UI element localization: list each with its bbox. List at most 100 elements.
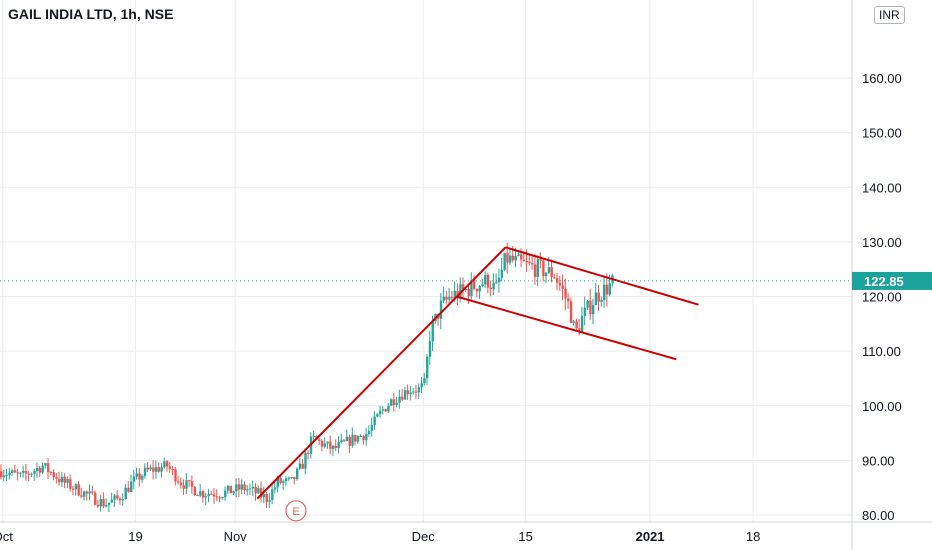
candle-body <box>190 481 194 487</box>
candle-body <box>345 436 349 441</box>
currency-badge[interactable]: INR <box>874 6 905 24</box>
candle-body <box>237 484 241 490</box>
candle-body <box>218 497 221 499</box>
candle-body <box>558 282 562 286</box>
candle-body <box>235 484 238 492</box>
candle-body <box>426 356 429 379</box>
candle-body <box>107 502 111 506</box>
candle-body <box>517 254 520 257</box>
candle-body <box>132 476 136 482</box>
candle-body <box>293 477 296 480</box>
candle-body <box>608 283 611 295</box>
trendline[interactable] <box>256 246 507 500</box>
price-tick-label: 120.00 <box>862 290 902 305</box>
candle-body <box>569 301 573 323</box>
trendline[interactable] <box>456 295 677 361</box>
candle-body <box>121 499 125 501</box>
candle-body <box>461 284 465 290</box>
candle-body <box>401 396 404 400</box>
candle-body <box>13 470 17 473</box>
time-tick-label: 2021 <box>636 529 665 544</box>
candle-body <box>113 495 116 500</box>
candle-body <box>484 274 487 285</box>
time-tick-label: 18 <box>746 529 760 544</box>
candle-body <box>489 287 493 290</box>
candle-body <box>44 463 47 466</box>
candle-body <box>146 467 150 470</box>
candle-body <box>362 436 365 441</box>
candle-body <box>38 468 42 473</box>
trendline[interactable] <box>505 246 699 306</box>
candle-body <box>439 300 443 319</box>
candle-body <box>47 463 50 473</box>
candle-body <box>193 486 197 496</box>
candle-body <box>240 484 244 490</box>
candle-body <box>82 491 86 497</box>
candle-body <box>343 440 346 442</box>
candle-body <box>11 470 14 473</box>
candle-body <box>320 440 324 447</box>
candle-body <box>572 321 576 323</box>
candle-body <box>307 452 310 454</box>
candle-body <box>500 269 504 278</box>
candle-body <box>591 305 595 315</box>
candle-body <box>41 465 44 473</box>
candle-body <box>268 500 271 502</box>
time-tick-label: Oct <box>0 529 13 544</box>
earnings-marker[interactable] <box>285 500 307 522</box>
candle-body <box>580 315 584 332</box>
candle-body <box>246 489 249 491</box>
candle-body <box>539 259 542 261</box>
candle-body <box>85 491 89 494</box>
candle-body <box>99 498 102 507</box>
candle-body <box>508 255 512 263</box>
candle-body <box>459 284 462 299</box>
candle-body <box>381 409 385 411</box>
candle-body <box>497 277 501 282</box>
candle-body <box>398 396 401 403</box>
candle-body <box>318 439 321 441</box>
candle-body <box>8 472 11 475</box>
candle-body <box>470 280 473 297</box>
candle-body <box>80 495 83 497</box>
candle-body <box>600 300 603 302</box>
candle-body <box>210 494 213 496</box>
candle-body <box>215 496 219 498</box>
candle-body <box>88 491 91 494</box>
candle-body <box>168 466 172 469</box>
candle-body <box>533 264 537 277</box>
candle-body <box>473 280 476 289</box>
candle-body <box>207 494 210 497</box>
candle-body <box>431 321 434 342</box>
candle-body <box>326 441 329 444</box>
candle-body <box>30 473 33 475</box>
candle-body <box>605 284 609 295</box>
time-tick-label: Nov <box>224 529 248 544</box>
candle-body <box>403 390 407 400</box>
candle-body <box>0 471 3 478</box>
candle-body <box>542 260 545 277</box>
candle-body <box>553 277 556 279</box>
price-tick-label: 140.00 <box>862 180 902 195</box>
candle-body <box>511 255 515 261</box>
candle-body <box>420 383 423 388</box>
candle-body <box>467 288 470 297</box>
candle-body <box>525 261 528 263</box>
candle-body <box>284 478 288 482</box>
candle-body <box>453 290 457 299</box>
candle-body <box>464 288 468 290</box>
candle-body <box>282 481 285 484</box>
candle-body <box>390 399 393 406</box>
candle-body <box>60 476 64 483</box>
candle-body <box>171 468 174 470</box>
candle-body <box>520 254 523 260</box>
candle-body <box>188 480 191 482</box>
price-tick-label: 80.00 <box>862 508 895 523</box>
candle-body <box>138 473 141 480</box>
candle-body <box>544 272 548 277</box>
candle-body <box>412 391 415 393</box>
candle-body <box>273 487 277 490</box>
candle-body <box>110 499 114 503</box>
candle-body <box>265 493 268 502</box>
